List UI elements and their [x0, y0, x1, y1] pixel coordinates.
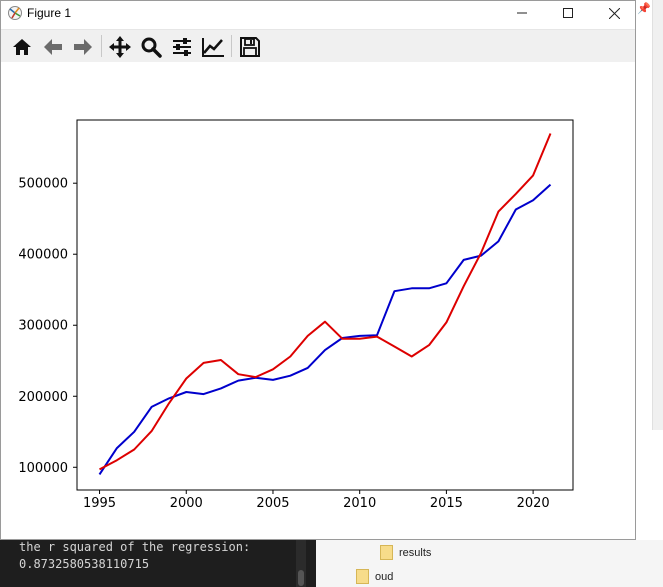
x-tick-label: 2015	[430, 496, 463, 511]
series-line-2	[99, 133, 552, 471]
back-button[interactable]	[40, 34, 66, 60]
terminal-scrollbar[interactable]	[296, 540, 306, 587]
folder-label: results	[399, 546, 432, 559]
configure-subplots-button[interactable]	[169, 34, 195, 60]
scrollbar-thumb[interactable]	[298, 570, 304, 586]
zoom-magnifier-icon	[141, 37, 162, 58]
folder-label: oud	[375, 570, 394, 583]
x-tick-label: 2000	[170, 496, 203, 511]
zoom-button[interactable]	[138, 34, 164, 60]
home-button[interactable]	[9, 34, 35, 60]
terminal-output-line: the r squared of the regression:	[19, 540, 251, 554]
home-icon	[13, 39, 31, 55]
toolbar-separator	[231, 35, 232, 57]
y-tick-label: 100000	[18, 461, 68, 476]
maximize-icon	[563, 8, 573, 18]
save-button[interactable]	[237, 34, 263, 60]
edit-axis-icon	[202, 38, 224, 57]
folder-icon	[356, 569, 369, 584]
edit-axis-button[interactable]	[200, 34, 226, 60]
figure-window: Figure 1	[0, 0, 636, 540]
folder-item-oud[interactable]: oud	[356, 569, 393, 584]
y-tick-label: 300000	[18, 319, 68, 334]
axes-frame	[76, 119, 574, 491]
terminal-panel: the r squared of the regression: 0.87325…	[0, 540, 316, 587]
series-line-1	[98, 183, 552, 475]
configure-subplots-icon	[173, 38, 191, 56]
forward-button[interactable]	[70, 34, 96, 60]
editor-scrollbar[interactable]	[652, 0, 663, 430]
close-button[interactable]	[591, 1, 637, 25]
back-arrow-icon	[44, 39, 62, 55]
y-tick-label: 200000	[18, 390, 68, 405]
matplotlib-figure-icon	[8, 6, 22, 20]
forward-arrow-icon	[74, 39, 92, 55]
x-tick-label: 2005	[256, 496, 289, 511]
file-explorer: results oud	[316, 540, 663, 587]
y-tick-label: 400000	[18, 248, 68, 263]
close-icon	[608, 7, 620, 19]
save-floppy-icon	[240, 37, 260, 57]
minimize-button[interactable]	[499, 1, 545, 25]
folder-icon	[380, 545, 393, 560]
terminal-output-line: 0.8732580538110715	[19, 557, 150, 571]
x-tick-label: 2020	[517, 496, 550, 511]
maximize-button[interactable]	[545, 1, 591, 25]
pan-move-icon	[109, 36, 131, 58]
figure-canvas[interactable]: 1995 2000 2005 2010 2015 2020 100000 200000 3000…	[1, 62, 635, 539]
navigation-toolbar	[1, 29, 635, 63]
x-tick-label: 2010	[343, 496, 376, 511]
title-bar[interactable]: Figure 1	[1, 1, 635, 25]
toolbar-separator	[101, 35, 102, 57]
window-title: Figure 1	[27, 6, 72, 20]
x-tick-label: 1995	[83, 496, 116, 511]
minimize-icon	[517, 12, 527, 14]
line-chart[interactable]: 1995 2000 2005 2010 2015 2020 100000 200000 3000…	[1, 62, 635, 539]
pin-icon[interactable]: 📌	[637, 3, 651, 15]
folder-item-results[interactable]: results	[380, 545, 431, 560]
y-tick-label: 500000	[18, 177, 68, 192]
pan-button[interactable]	[107, 34, 133, 60]
